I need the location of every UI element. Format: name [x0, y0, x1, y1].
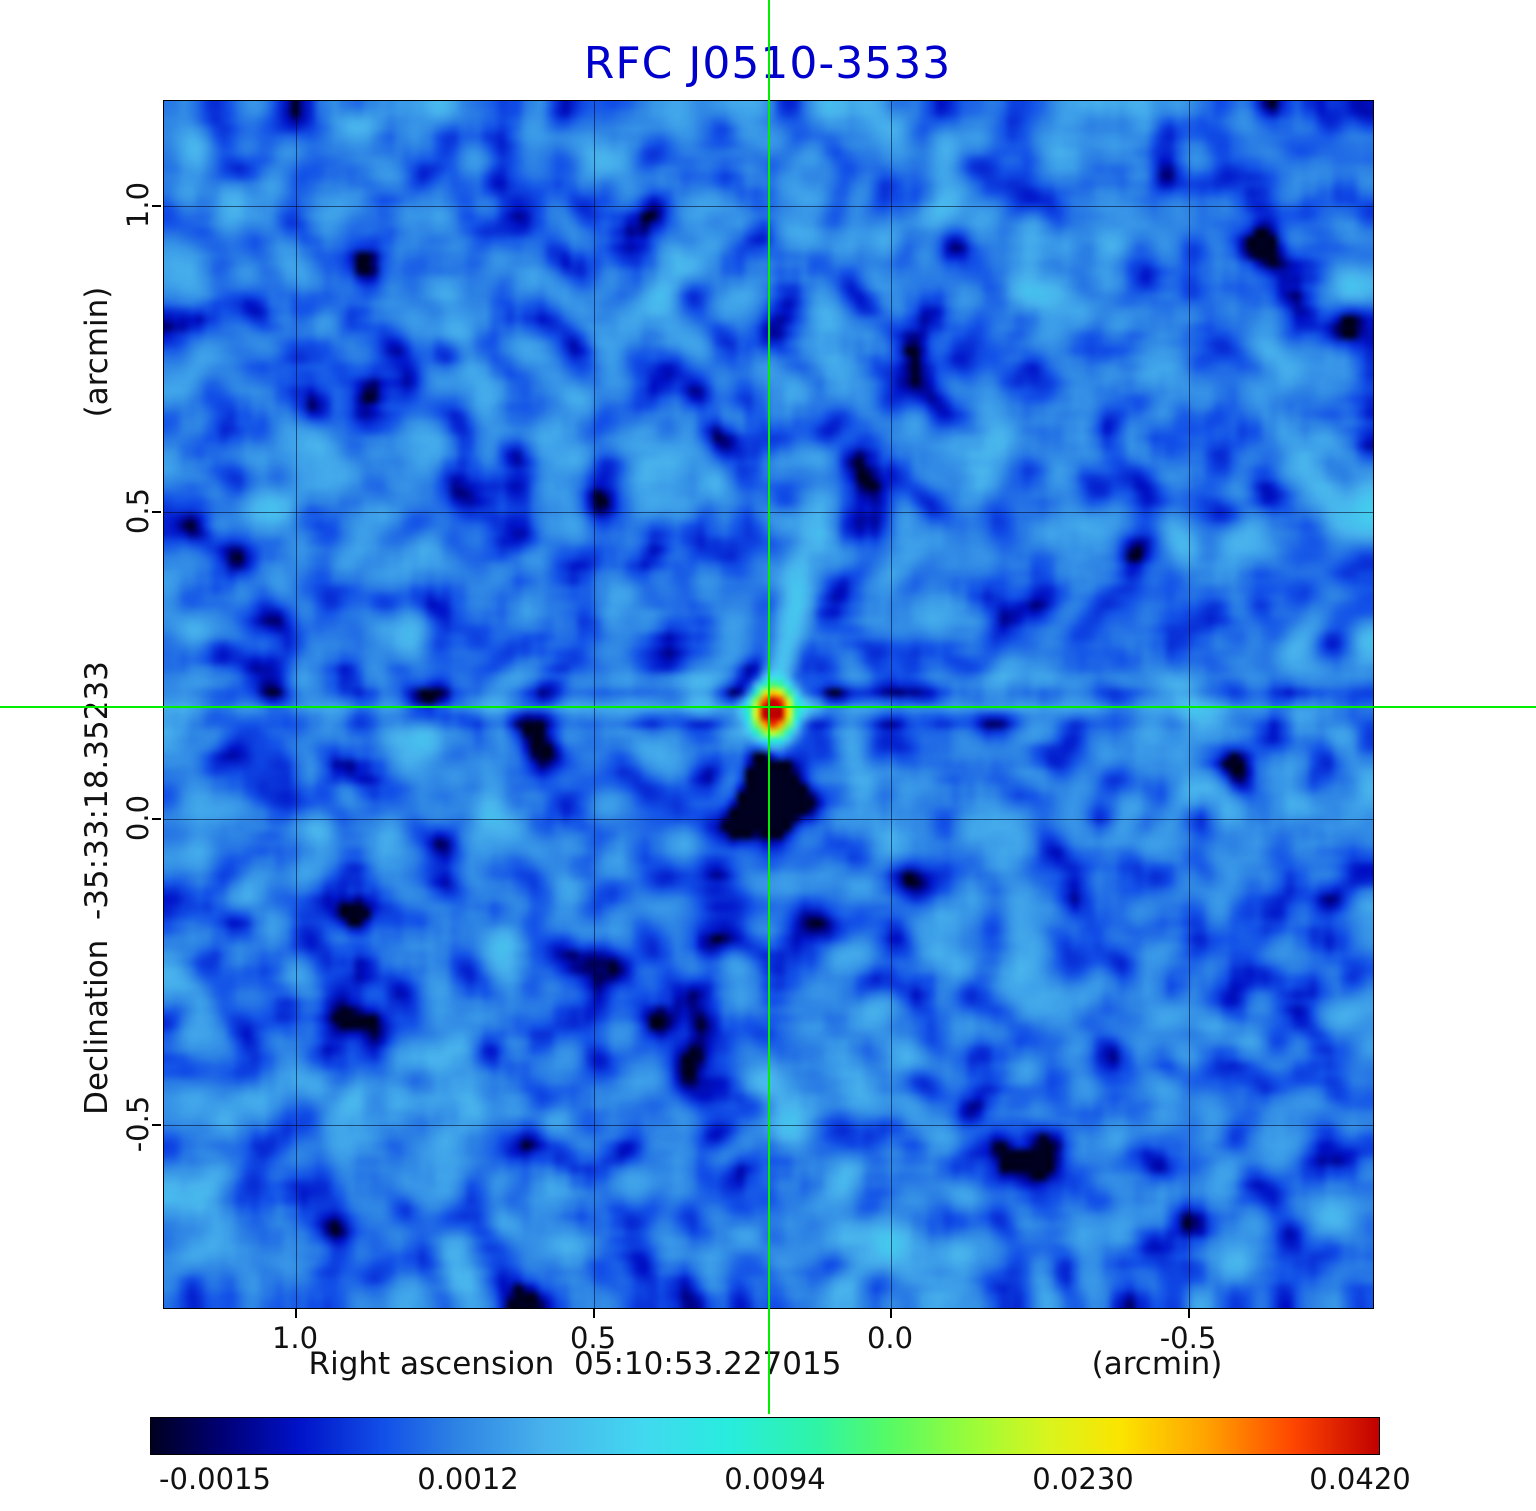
x-tick-label: 0.5	[569, 1321, 617, 1355]
x-axis-tick-mark	[1188, 1309, 1190, 1318]
x-axis-tick-mark	[890, 1309, 892, 1318]
x-tick-label: 0.0	[866, 1321, 914, 1355]
x-axis-label: Right ascension 05:10:53.227015	[308, 1346, 842, 1382]
crosshair-horizontal-line	[0, 706, 1536, 708]
x-axis-tick-mark	[295, 1309, 297, 1318]
y-axis-tick-mark	[152, 205, 161, 207]
x-tick-label: -0.5	[1159, 1321, 1217, 1355]
colorbar-tick-label: 0.0094	[724, 1462, 826, 1496]
y-tick-label: 1.0	[121, 181, 155, 229]
y-axis-tick-mark	[152, 818, 161, 820]
y-axis-tick-mark	[152, 511, 161, 513]
plot-title: RFC J0510-3533	[583, 38, 952, 89]
x-tick-label: 1.0	[271, 1321, 319, 1355]
colorbar-tick-label: -0.0015	[159, 1462, 271, 1496]
y-tick-label: 0.5	[121, 487, 155, 535]
colorbar-tick-label: 0.0012	[417, 1462, 519, 1496]
colorbar-tick-label: 0.0230	[1032, 1462, 1134, 1496]
y-tick-label: 0.0	[121, 794, 155, 842]
y-axis-unit-label: (arcmin)	[79, 286, 115, 418]
colorbar-tick-label: 0.0420	[1309, 1462, 1411, 1496]
x-axis-unit-label: (arcmin)	[1091, 1346, 1223, 1382]
y-axis-tick-mark	[152, 1124, 161, 1126]
colorbar	[150, 1417, 1380, 1455]
x-axis-tick-mark	[593, 1309, 595, 1318]
y-axis-label: Declination -35:33:18.35233	[79, 661, 115, 1115]
y-tick-label: -0.5	[121, 1095, 155, 1153]
